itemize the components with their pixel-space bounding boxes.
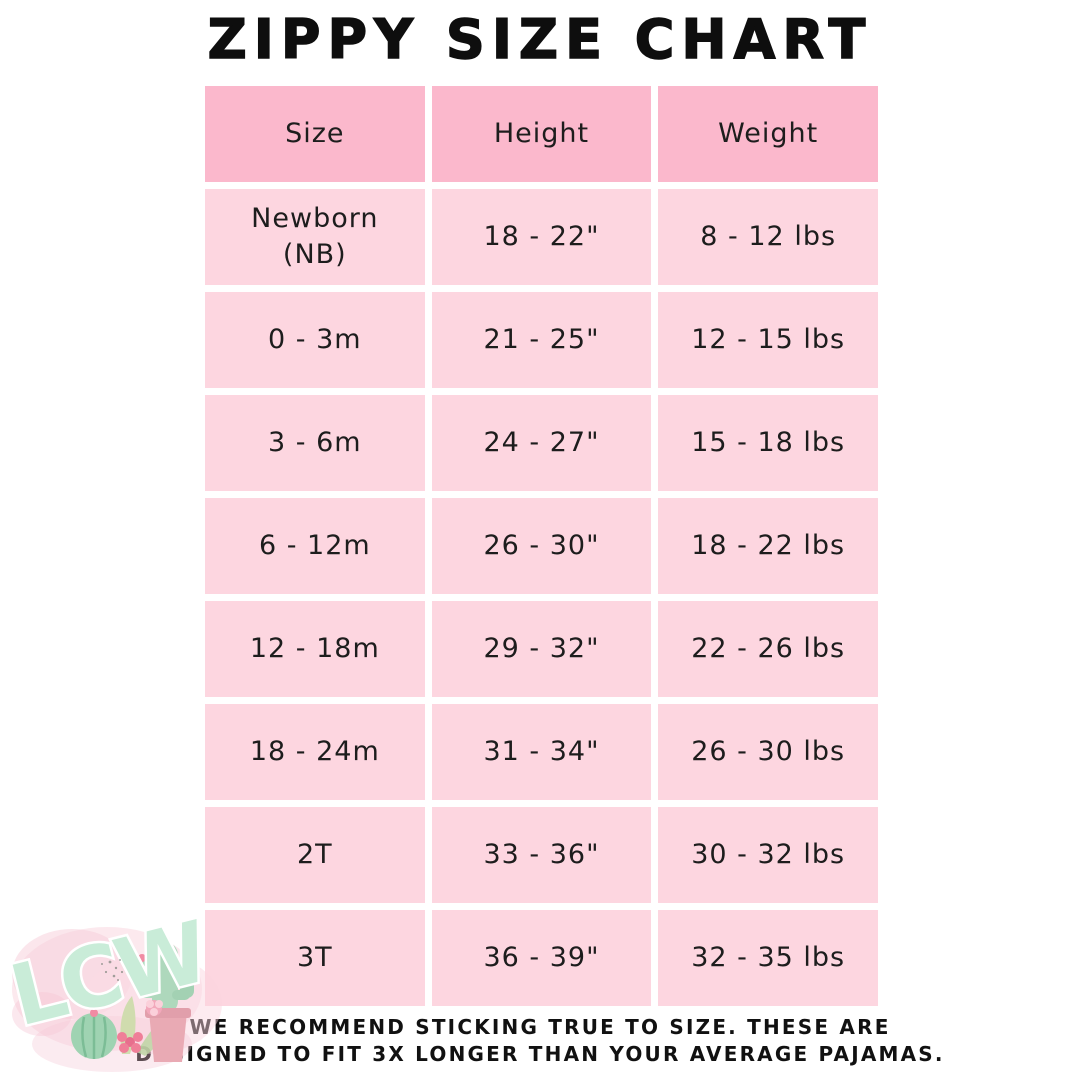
page-title: ZIPPY SIZE CHART xyxy=(207,7,873,72)
potted-cactus-icon xyxy=(135,935,194,1062)
header-cell-size: Size xyxy=(205,86,425,182)
table-cell: 8 - 12 lbs xyxy=(658,189,878,285)
table-cell: 24 - 27" xyxy=(431,395,652,491)
table-cell: 3 - 6m xyxy=(205,395,425,491)
table-cell: 36 - 39" xyxy=(431,910,652,1006)
size-chart-table: Size Height Weight Newborn (NB) 18 - 22"… xyxy=(205,86,878,1006)
table-cell: 6 - 12m xyxy=(205,498,425,594)
table-cell: 29 - 32" xyxy=(431,601,652,697)
table-cell: 12 - 15 lbs xyxy=(658,292,878,388)
table-cell: 2T xyxy=(205,807,425,903)
table-cell: 22 - 26 lbs xyxy=(658,601,878,697)
table-cell: 18 - 22" xyxy=(431,189,652,285)
speckle-dots xyxy=(101,959,124,981)
flower-icon xyxy=(117,1032,143,1053)
table-cell: 26 - 30 lbs xyxy=(658,704,878,800)
table-cell: 18 - 24m xyxy=(205,704,425,800)
lcw-watermark-logo: LCW xyxy=(2,900,222,1072)
table-cell: 3T xyxy=(205,910,425,1006)
table-cell: 31 - 34" xyxy=(431,704,652,800)
table-cell: 15 - 18 lbs xyxy=(658,395,878,491)
table-cell: 33 - 36" xyxy=(431,807,652,903)
round-cactus-icon xyxy=(71,1009,117,1059)
table-cell: 21 - 25" xyxy=(431,292,652,388)
header-cell-height: Height xyxy=(431,86,652,182)
table-cell: 26 - 30" xyxy=(431,498,652,594)
header-cell-weight: Weight xyxy=(658,86,878,182)
table-cell: 12 - 18m xyxy=(205,601,425,697)
table-cell: 32 - 35 lbs xyxy=(658,910,878,1006)
table-cell: Newborn (NB) xyxy=(205,189,425,285)
sizing-recommendation-note: WE RECOMMEND STICKING TRUE TO SIZE. THES… xyxy=(135,1015,945,1066)
table-cell: 30 - 32 lbs xyxy=(658,807,878,903)
table-cell: 18 - 22 lbs xyxy=(658,498,878,594)
table-cell: 0 - 3m xyxy=(205,292,425,388)
